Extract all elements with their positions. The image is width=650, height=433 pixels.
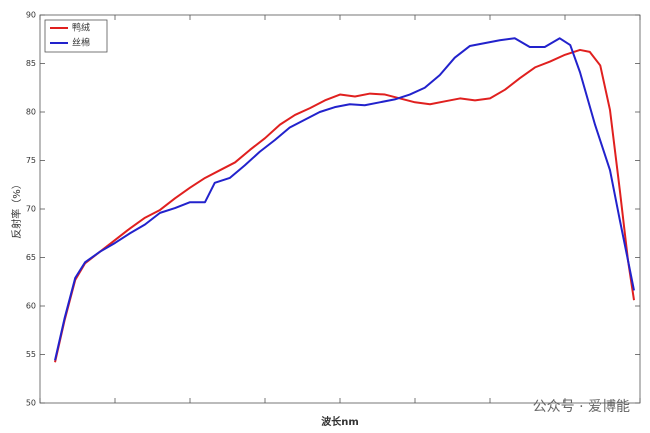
y-tick-label: 60 <box>26 302 36 311</box>
y-tick-label: 75 <box>26 156 36 165</box>
y-tick-label: 90 <box>26 11 36 20</box>
plot-frame <box>39 14 641 404</box>
series-line <box>54 48 635 363</box>
y-tick-label: 85 <box>26 59 36 68</box>
y-tick-label: 80 <box>26 108 36 117</box>
y-axis-label: 反射率（%） <box>10 179 23 239</box>
watermark: 公众号 · 爱博能 <box>533 398 630 415</box>
y-tick-label: 55 <box>26 350 36 359</box>
y-tick-label: 70 <box>26 205 36 214</box>
legend-label: 鸭绒 <box>72 22 90 34</box>
legend-box <box>44 19 108 53</box>
legend-label: 丝棉 <box>72 37 90 49</box>
series-line <box>54 37 635 361</box>
legend <box>44 19 108 53</box>
y-tick-label: 65 <box>26 253 36 262</box>
y-tick-label: 50 <box>26 399 36 408</box>
x-axis-label: 波长nm <box>321 415 359 428</box>
